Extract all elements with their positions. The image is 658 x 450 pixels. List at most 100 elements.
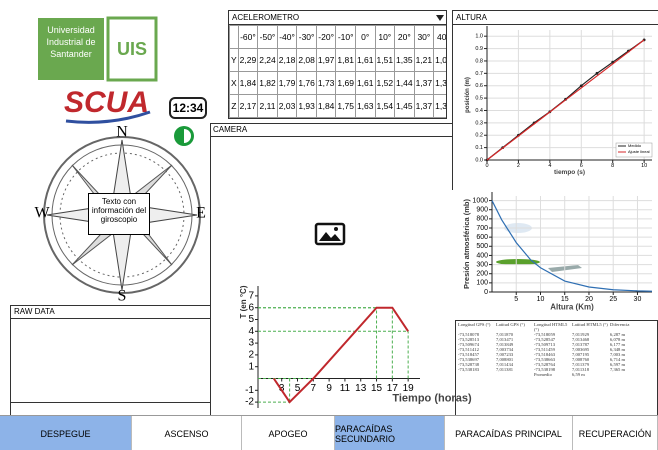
table-cell: 6,287 m (610, 332, 626, 337)
table-cell: 7,013468 (572, 337, 590, 342)
phase-button[interactable]: RECUPERACIÓN (573, 416, 658, 450)
gps-table-wrap: Longitud GPS (°) Latitud GPS (°) Longitud … (457, 322, 657, 414)
column-header: 30° (413, 25, 435, 49)
phase-button[interactable]: ASCENSO (132, 416, 242, 450)
column-header: -40° (276, 25, 298, 49)
table-corner (229, 25, 239, 49)
table-cell: 7,013787 (572, 342, 590, 347)
table-cell: 7,011381 (496, 367, 514, 372)
table-cell: 7,011379 (572, 362, 590, 367)
y-tick-label: 0.1 (475, 145, 483, 151)
status-icon-half (184, 129, 191, 143)
data-point (579, 84, 583, 88)
table-cell: -73,538198 (534, 367, 556, 372)
y-tick-label: 0.6 (475, 83, 483, 89)
x-tick-label: 15 (561, 296, 569, 303)
table-cell: 1,54 (374, 94, 396, 118)
x-tick-label: 5 (514, 296, 518, 303)
x-tick-label: 6 (580, 163, 583, 169)
column-header: -60° (237, 25, 259, 49)
table-cell: 7,011870 (496, 332, 514, 337)
y-tick-label: 800 (476, 216, 488, 223)
app-logo: SCUA (64, 86, 149, 119)
table-cell: 7,013849 (496, 342, 514, 347)
table-cell: 1,45 (394, 94, 415, 118)
table-cell: 6,348 m (610, 347, 626, 352)
y-axis-label: T (en °C) (239, 285, 248, 318)
table-row: -73,538183 7,011381 -73,538198 7,011318 7,36… (457, 367, 647, 372)
x-tick-label: 8 (611, 163, 614, 169)
x-axis-label: Altura (Km) (550, 303, 594, 312)
table-cell: 7,007233 (496, 352, 514, 357)
row-header: X (229, 71, 239, 95)
phase-button[interactable]: APOGEO (242, 416, 335, 450)
table-footer-cell: Promedio (534, 372, 552, 377)
gyro-info: Texto con información del giroscopio (88, 193, 150, 235)
column-header: Longitud GPS (°) (458, 322, 491, 327)
table-cell: 1,69 (335, 71, 356, 95)
phase-button[interactable]: DESPEGUE (0, 416, 132, 450)
logo-swoosh (65, 110, 151, 124)
x-tick-label: 30 (634, 296, 642, 303)
image-icon-sun (334, 227, 338, 231)
y-tick-label: 0.9 (475, 46, 483, 52)
accelerometer-dropdown[interactable] (228, 10, 447, 25)
column-header: Latitud GPS (°) (496, 322, 525, 327)
table-cell: 1,61 (354, 71, 376, 95)
data-line (491, 200, 653, 292)
column-header: Latitud HTML5 (°) (572, 322, 608, 327)
table-cell: -73,528738 (458, 362, 480, 367)
legend-label: Ajuste lineal (628, 149, 650, 154)
table-cell: 1,79 (276, 71, 298, 95)
phase-button[interactable]: PARACAÍDAS SECUNDARIO (335, 416, 445, 450)
y-tick-label: -2 (245, 397, 254, 408)
y-tick-label: 1000 (472, 197, 488, 204)
dropdown-arrow[interactable] (436, 15, 444, 21)
table-cell: 2,03 (276, 94, 298, 118)
table-cell: -73,518457 (458, 352, 480, 357)
table-row: Z 2,17 2,11 2,03 1,93 1,84 1,75 1,63 1,54 1,45 1,3… (229, 94, 446, 118)
table-header-row: Longitud GPS (°) Latitud GPS (°) Longitud … (457, 322, 647, 332)
data-point (595, 71, 599, 75)
y-tick-label: 1 (248, 361, 254, 372)
table-cell: -73,518059 (534, 332, 556, 337)
compass-north: N (116, 124, 128, 141)
compass-south: S (118, 288, 127, 305)
table-footer-cell: 6,59 m (572, 372, 585, 377)
table-cell: 2,11 (257, 94, 278, 118)
table-cell: 1,44 (394, 71, 415, 95)
y-tick-label: 7 (248, 291, 254, 302)
table-cell: -73,518463 (534, 352, 556, 357)
table-cell: 7,007195 (572, 352, 590, 357)
table-cell: 1,31 (433, 71, 446, 95)
table-cell: 1,52 (374, 71, 396, 95)
table-spacer (457, 372, 495, 377)
table-header-row: -60°-50°-40°-30°-20°-10°0°10°20°30°40°50 (229, 25, 446, 49)
table-cell: 7,011434 (496, 362, 514, 367)
image-icon (314, 222, 346, 246)
compass-west: W (34, 205, 50, 222)
table-cell: 2,08 (296, 48, 317, 72)
table-row: X 1,84 1,82 1,79 1,76 1,73 1,69 1,61 1,52 1,44 1,3… (229, 71, 446, 95)
column-header: 40° (433, 25, 446, 49)
y-axis-label: Presión atmosférica (mb) (462, 198, 471, 289)
table-cell: -73,528513 (458, 337, 480, 342)
y-tick-label: 0 (484, 289, 488, 296)
column-header: Diferencia (610, 322, 630, 327)
uis-logo-text: Universidad Industrial de Santander (46, 25, 96, 59)
x-axis-label: Tiempo (horas) (392, 392, 472, 404)
table-row: -73,511412 7,003734 -73,511459 7,003695 6,34… (457, 347, 647, 352)
phase-button[interactable]: PARACAÍDAS PRINCIPAL (445, 416, 573, 450)
table-cell: 1,93 (296, 94, 317, 118)
table-cell: 2,17 (237, 94, 259, 118)
table-cell: 7,003 m (610, 352, 626, 357)
table-cell: 1,84 (315, 94, 337, 118)
table-cell: 1,63 (354, 94, 376, 118)
column-header: -20° (315, 25, 337, 49)
table-spacer (495, 372, 533, 377)
y-tick-label: 700 (476, 225, 488, 232)
image-icon-mountain (319, 232, 341, 241)
x-tick-label: 25 (609, 296, 617, 303)
x-tick-label: 4 (548, 163, 551, 169)
